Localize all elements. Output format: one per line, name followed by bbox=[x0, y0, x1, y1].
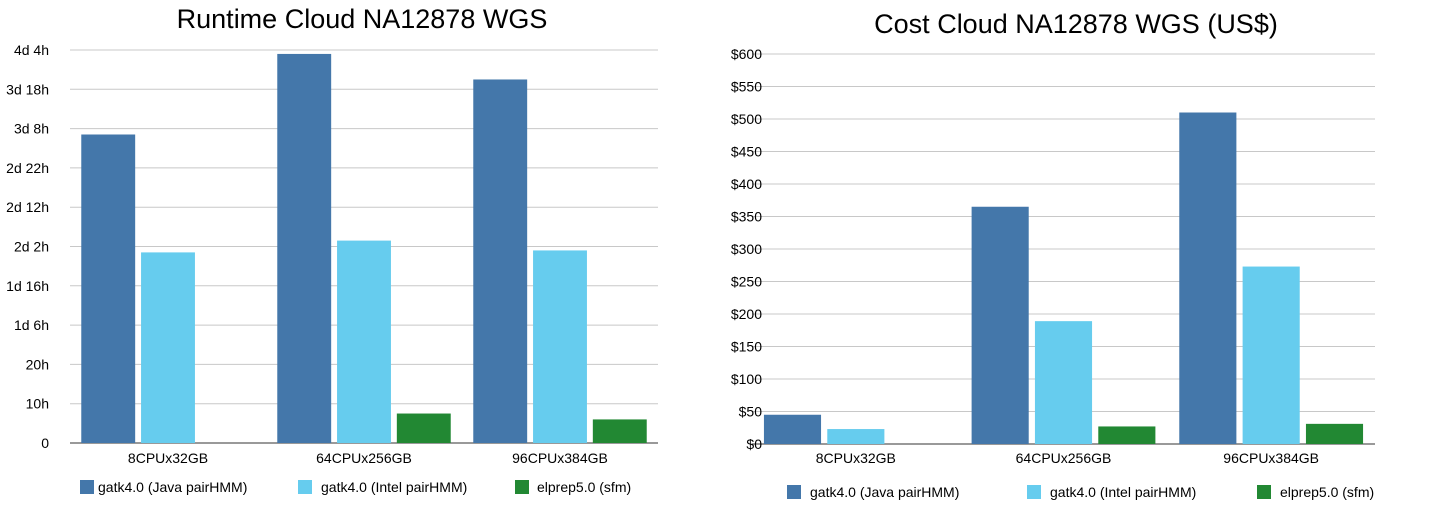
bar bbox=[1034, 321, 1093, 444]
y-tick-label: $450 bbox=[731, 144, 762, 160]
y-tick-label: 1d 16h bbox=[6, 278, 49, 294]
legend-swatch bbox=[80, 480, 94, 494]
bar bbox=[763, 414, 822, 444]
bar bbox=[141, 252, 195, 443]
y-tick-label: 1d 6h bbox=[14, 317, 49, 333]
legend-label: gatk4.0 (Intel pairHMM) bbox=[321, 479, 467, 495]
legend-label: gatk4.0 (Java pairHMM) bbox=[98, 479, 247, 495]
bar bbox=[473, 79, 528, 443]
bar bbox=[971, 206, 1029, 444]
y-tick-label: 20h bbox=[26, 356, 49, 372]
y-tick-label: 0 bbox=[41, 435, 49, 451]
legend-swatch bbox=[1257, 485, 1271, 499]
y-tick-label: 2d 12h bbox=[6, 199, 49, 215]
bar bbox=[277, 53, 332, 444]
y-tick-label: $500 bbox=[731, 111, 762, 127]
y-tick-label: $100 bbox=[731, 371, 762, 387]
legend-swatch bbox=[1027, 485, 1041, 499]
x-category-label: 96CPUx384GB bbox=[1223, 450, 1319, 466]
y-tick-label: 4d 4h bbox=[14, 42, 49, 58]
y-tick-label: 3d 18h bbox=[6, 81, 49, 97]
y-tick-label: 2d 22h bbox=[6, 160, 49, 176]
bar bbox=[1179, 112, 1237, 444]
legend-label: gatk4.0 (Java pairHMM) bbox=[810, 484, 959, 500]
y-tick-label: $350 bbox=[731, 209, 762, 225]
cost-chart: Cost Cloud NA12878 WGS (US$) $0 $50 $100 $15… bbox=[731, 9, 1375, 500]
legend-label: elprep5.0 (sfm) bbox=[537, 479, 631, 495]
x-category-label: 64CPUx256GB bbox=[316, 450, 412, 466]
bar bbox=[1242, 266, 1300, 444]
runtime-chart: Runtime Cloud NA12878 WGS 0 10h 20h 1d 6h 1d … bbox=[6, 4, 658, 495]
legend-swatch bbox=[787, 485, 801, 499]
bar bbox=[337, 240, 391, 443]
legend-label: elprep5.0 (sfm) bbox=[1280, 484, 1374, 500]
legend-swatch bbox=[515, 480, 529, 494]
legend-label: gatk4.0 (Intel pairHMM) bbox=[1050, 484, 1196, 500]
y-tick-label: $250 bbox=[731, 274, 762, 290]
x-category-label: 96CPUx384GB bbox=[512, 450, 608, 466]
y-tick-label: $150 bbox=[731, 339, 762, 355]
bar bbox=[81, 134, 136, 443]
x-category-label: 64CPUx256GB bbox=[1016, 450, 1112, 466]
chart-title: Cost Cloud NA12878 WGS (US$) bbox=[874, 9, 1278, 39]
bar bbox=[827, 429, 885, 444]
x-category-label: 8CPUx32GB bbox=[128, 450, 208, 466]
y-tick-label: 2d 2h bbox=[14, 239, 49, 255]
y-tick-label: $50 bbox=[739, 404, 763, 420]
y-tick-label: $550 bbox=[731, 79, 762, 95]
y-tick-label: $200 bbox=[731, 306, 762, 322]
y-tick-label: $0 bbox=[746, 436, 762, 452]
bar bbox=[592, 419, 647, 443]
chart-title: Runtime Cloud NA12878 WGS bbox=[177, 4, 548, 34]
bar bbox=[396, 413, 451, 443]
legend-swatch bbox=[298, 480, 312, 494]
bar bbox=[533, 250, 587, 443]
x-category-label: 8CPUx32GB bbox=[816, 450, 896, 466]
y-tick-label: $300 bbox=[731, 241, 762, 257]
y-tick-label: $400 bbox=[731, 176, 762, 192]
y-tick-label: $600 bbox=[731, 46, 762, 62]
y-tick-label: 3d 8h bbox=[14, 121, 49, 137]
bar bbox=[1305, 423, 1364, 444]
bar bbox=[1098, 426, 1156, 444]
y-tick-label: 10h bbox=[26, 396, 49, 412]
